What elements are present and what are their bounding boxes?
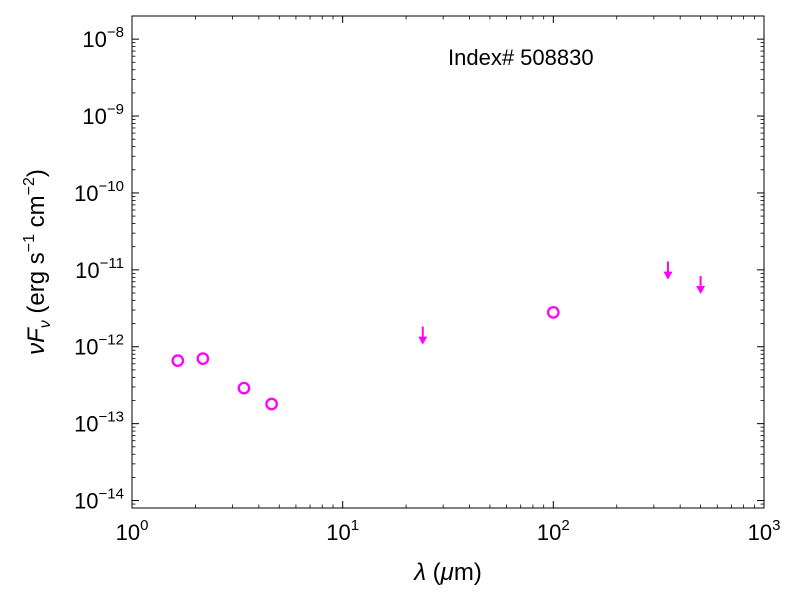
y-tick-label: 10−8 xyxy=(82,24,124,52)
index-annotation: Index# 508830 xyxy=(448,45,594,70)
detection-point xyxy=(237,381,251,395)
detection-point xyxy=(546,306,560,319)
upper-limit-arrow xyxy=(696,275,706,294)
y-tick-label: 10−14 xyxy=(74,486,124,514)
x-tick-label: 101 xyxy=(326,517,359,545)
upper-limit-head xyxy=(663,271,673,280)
y-axis-label: νFν (erg s−1 cm−2) xyxy=(21,169,54,355)
detection-point xyxy=(196,352,210,366)
detection-point xyxy=(265,397,278,411)
y-minor-ticks xyxy=(132,15,764,509)
upper-limit-head xyxy=(418,336,428,345)
plot-frame xyxy=(131,15,765,509)
x-tick-label: 100 xyxy=(116,517,149,545)
y-tick-label: 10−11 xyxy=(75,255,124,283)
y-tick-label: 10−9 xyxy=(82,101,124,129)
upper-limit-arrow xyxy=(663,261,673,280)
upper-limit-arrow xyxy=(418,326,428,345)
detection-point xyxy=(171,354,185,367)
y-tick-label: 10−13 xyxy=(74,409,124,437)
x-tick-label: 103 xyxy=(748,517,781,545)
x-tick-label: 102 xyxy=(537,517,570,545)
major-ticks xyxy=(131,16,765,508)
upper-limit-head xyxy=(696,285,706,294)
y-tick-label: 10−10 xyxy=(74,178,124,206)
x-axis-label: λ (μm) xyxy=(412,559,482,586)
y-tick-label: 10−12 xyxy=(74,332,124,360)
x-minor-ticks xyxy=(195,16,755,508)
data-marks xyxy=(171,261,706,411)
tick-labels: 100 101 102 103 10−14 10−13 10−12 10−11 10−10 10−… xyxy=(74,24,780,545)
